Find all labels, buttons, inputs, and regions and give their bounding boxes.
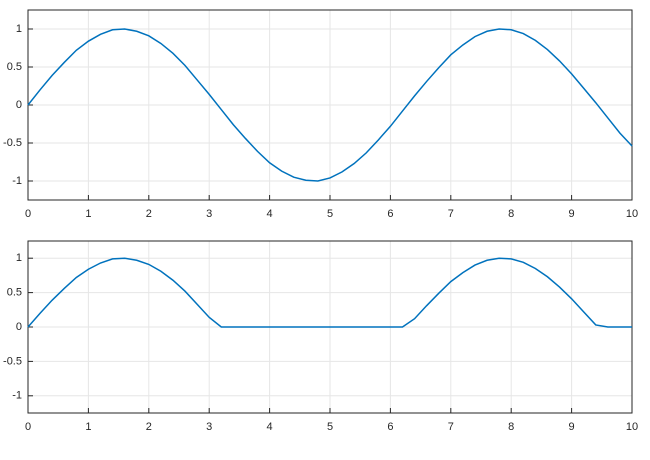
x-tick-label: 1 bbox=[85, 421, 91, 433]
y-tick-label: 0 bbox=[16, 99, 22, 111]
x-tick-label: 6 bbox=[387, 208, 393, 220]
x-tick-label: 3 bbox=[206, 208, 212, 220]
x-tick-label: 7 bbox=[448, 421, 454, 433]
y-tick-label: -1 bbox=[12, 390, 22, 402]
x-tick-label: 4 bbox=[267, 208, 273, 220]
x-tick-label: 6 bbox=[387, 421, 393, 433]
y-tick-label: 0.5 bbox=[7, 61, 22, 73]
x-tick-label: 10 bbox=[626, 421, 638, 433]
x-tick-label: 2 bbox=[146, 421, 152, 433]
x-tick-label: 7 bbox=[448, 208, 454, 220]
x-tick-label: 5 bbox=[327, 208, 333, 220]
x-tick-label: 8 bbox=[508, 421, 514, 433]
line bbox=[27, 28, 633, 182]
y-tick-label: 1 bbox=[16, 23, 22, 35]
x-tick-label: 5 bbox=[327, 421, 333, 433]
x-tick-label: 3 bbox=[206, 421, 212, 433]
line bbox=[27, 257, 632, 328]
y-tick-label: 0.5 bbox=[7, 287, 22, 299]
x-tick-label: 0 bbox=[25, 421, 31, 433]
x-tick-label: 10 bbox=[626, 208, 638, 220]
x-tick-label: 0 bbox=[25, 208, 31, 220]
y-tick-label: 1 bbox=[16, 252, 22, 264]
x-tick-label: 4 bbox=[267, 421, 273, 433]
x-tick-label: 8 bbox=[508, 208, 514, 220]
x-tick-label: 9 bbox=[569, 208, 575, 220]
y-tick-label: -1 bbox=[12, 175, 22, 187]
x-tick-label: 1 bbox=[85, 208, 91, 220]
y-tick-label: -0.5 bbox=[3, 137, 22, 149]
y-tick-label: -0.5 bbox=[3, 355, 22, 367]
y-tick-label: 0 bbox=[16, 321, 22, 333]
x-tick-label: 9 bbox=[569, 421, 575, 433]
x-tick-label: 2 bbox=[146, 208, 152, 220]
